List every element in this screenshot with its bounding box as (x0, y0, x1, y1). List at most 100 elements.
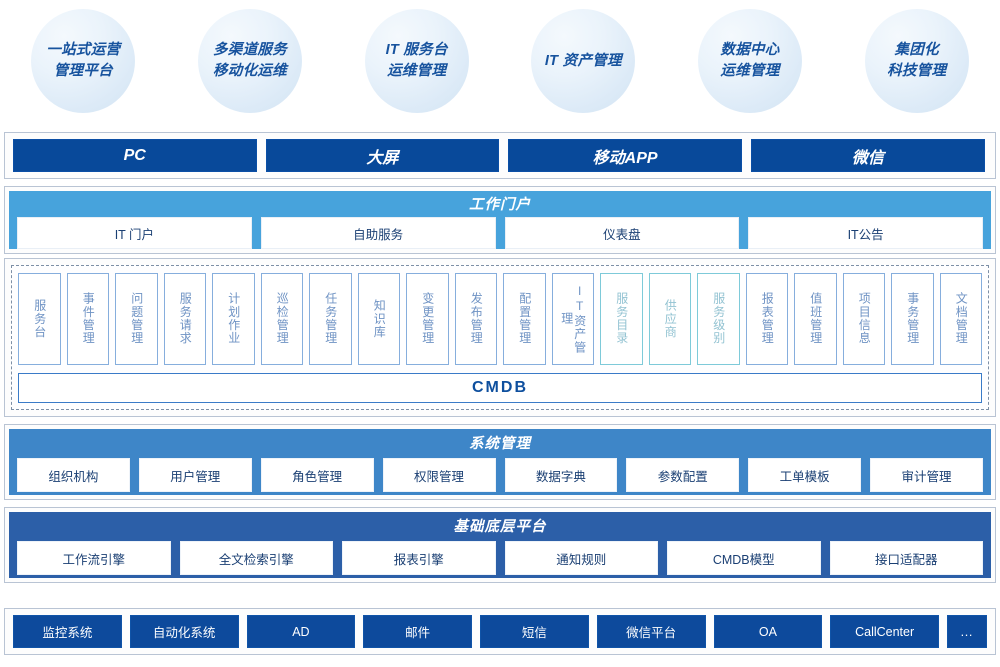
base-platform-item-4[interactable]: 通知规则 (504, 541, 658, 575)
capability-circle-label: 多渠道服务 (213, 42, 287, 59)
capability-circle-2[interactable]: 多渠道服务 移动化运维 (198, 9, 302, 113)
service-module-16[interactable]: 报表管理 (745, 273, 788, 365)
capability-circle-slot: 集团化 科技管理 (833, 9, 1000, 113)
service-module-9[interactable]: 变更管理 (406, 273, 449, 365)
system-management-item-8[interactable]: 审计管理 (870, 458, 983, 492)
capability-circle-slot: IT 资产管理 (500, 9, 667, 113)
system-management-item-6[interactable]: 参数配置 (626, 458, 740, 492)
system-management-item-4[interactable]: 权限管理 (382, 458, 496, 492)
capability-circle-slot: 数据中心 运维管理 (667, 9, 834, 113)
capability-circle-4[interactable]: IT 资产管理 (531, 9, 636, 113)
work-portal-item-4[interactable]: IT公告 (748, 217, 983, 249)
capability-circle-slot: IT 服务台 运维管理 (333, 9, 500, 113)
integration-item-7[interactable]: OA (713, 615, 823, 648)
service-module-2[interactable]: 事件管理 (66, 273, 109, 365)
service-modules-dashed-container: 服务台 事件管理 问题管理 服务请求 计划作业 巡检管理 任务管理 知识库 变更管理 发布管理 配置… (11, 265, 989, 410)
service-module-label: 变更管理 (420, 292, 435, 345)
integration-item-1[interactable]: 监控系统 (13, 615, 122, 648)
service-module-7[interactable]: 任务管理 (309, 273, 352, 365)
capability-circle-label: 管理平台 (53, 63, 113, 79)
base-platform-item-2[interactable]: 全文检索引擎 (179, 541, 333, 575)
work-portal-item-3[interactable]: 仪表盘 (504, 217, 740, 249)
integration-layer-panel: 监控系统 自动化系统 AD 邮件 短信 微信平台 OA CallCenter… (4, 608, 996, 655)
service-module-label: 服务级别 (711, 292, 726, 345)
capability-circle-label: 一站式运营 (46, 42, 121, 59)
integration-list: 监控系统 自动化系统 AD 邮件 短信 微信平台 OA CallCenter… (13, 615, 987, 648)
system-management-item-3[interactable]: 角色管理 (260, 458, 374, 492)
capability-circle-1[interactable]: 一站式运营 管理平台 (31, 9, 136, 113)
capability-circle-label: 数据中心 (720, 42, 780, 59)
integration-item-3[interactable]: AD (246, 615, 356, 648)
capability-circle-label: 集团化 (894, 42, 939, 59)
service-module-label: 服务台 (32, 298, 47, 339)
work-portal-panel: 工作门户 IT 门户 自助服务 仪表盘 IT公告 (4, 186, 996, 254)
service-module-label: 报表管理 (760, 292, 775, 345)
service-module-label: 问题管理 (129, 292, 144, 345)
cmdb-bar[interactable]: CMDB (18, 373, 982, 403)
channel-button-1[interactable]: PC (13, 139, 257, 172)
service-modules-row: 服务台 事件管理 问题管理 服务请求 计划作业 巡检管理 任务管理 知识库 变更管理 发布管理 配置… (18, 273, 982, 365)
service-module-label: 配置管理 (517, 292, 532, 345)
service-module-13[interactable]: 服务目录 (600, 273, 643, 365)
channel-button-2[interactable]: 大屏 (265, 139, 500, 172)
base-platform-item-5[interactable]: CMDB模型 (667, 541, 821, 575)
service-module-19[interactable]: 事务管理 (891, 273, 934, 365)
service-module-label: 发布管理 (469, 292, 484, 345)
service-module-label: 文档管理 (954, 292, 969, 345)
integration-more-button[interactable]: … (947, 615, 987, 648)
service-module-11[interactable]: 配置管理 (503, 273, 546, 365)
service-module-14[interactable]: 供应商 (648, 273, 691, 365)
capability-circle-5[interactable]: 数据中心 运维管理 (698, 9, 803, 113)
capability-circle-label: 科技管理 (887, 63, 947, 79)
channel-button-3[interactable]: 移动APP (508, 139, 742, 172)
capability-circle-label: 运维管理 (720, 63, 780, 79)
capability-circle-label: 运维管理 (387, 63, 447, 79)
service-module-label: 知识库 (372, 298, 387, 339)
system-management-item-1[interactable]: 组织机构 (17, 458, 130, 492)
work-portal-item-1[interactable]: IT 门户 (17, 217, 252, 249)
capability-circle-label: IT 服务台 (385, 42, 448, 59)
work-portal-items: IT 门户 自助服务 仪表盘 IT公告 (17, 217, 983, 249)
work-portal-band: 工作门户 IT 门户 自助服务 仪表盘 IT公告 (9, 191, 991, 249)
base-platform-item-3[interactable]: 报表引擎 (342, 541, 496, 575)
work-portal-item-2[interactable]: 自助服务 (260, 217, 496, 249)
channel-list: PC 大屏 移动APP 微信 (13, 139, 987, 172)
system-management-item-5[interactable]: 数据字典 (504, 458, 618, 492)
service-module-17[interactable]: 值班管理 (794, 273, 837, 365)
service-module-label: 供应商 (663, 298, 678, 339)
integration-item-5[interactable]: 短信 (480, 615, 589, 648)
service-module-1[interactable]: 服务台 (18, 273, 61, 365)
service-module-20[interactable]: 文档管理 (939, 273, 982, 365)
system-management-item-7[interactable]: 工单模板 (748, 458, 862, 492)
service-modules-panel: 服务台 事件管理 问题管理 服务请求 计划作业 巡检管理 任务管理 知识库 变更管理 发布管理 配置… (4, 258, 996, 417)
base-platform-item-1[interactable]: 工作流引擎 (17, 541, 171, 575)
service-module-10[interactable]: 发布管理 (454, 273, 497, 365)
service-module-12[interactable]: IT资产管理 (551, 273, 594, 365)
channel-button-4[interactable]: 微信 (751, 139, 985, 172)
service-module-18[interactable]: 项目信息 (842, 273, 885, 365)
integration-item-8[interactable]: CallCenter (830, 615, 939, 648)
service-module-4[interactable]: 服务请求 (163, 273, 206, 365)
capability-circle-6[interactable]: 集团化 科技管理 (864, 9, 969, 113)
capability-circle-3[interactable]: IT 服务台 运维管理 (364, 9, 469, 113)
service-module-label: 值班管理 (808, 292, 823, 345)
base-platform-panel: 基础底层平台 工作流引擎 全文检索引擎 报表引擎 通知规则 CMDB模型 接口适配器 (4, 507, 996, 583)
service-module-6[interactable]: 巡检管理 (260, 273, 303, 365)
capability-circle-slot: 多渠道服务 移动化运维 (167, 9, 334, 113)
system-management-title: 系统管理 (469, 436, 531, 452)
base-platform-item-6[interactable]: 接口适配器 (829, 541, 983, 575)
system-management-item-2[interactable]: 用户管理 (138, 458, 252, 492)
integration-item-4[interactable]: 邮件 (363, 615, 472, 648)
service-module-label: 事件管理 (81, 292, 96, 345)
service-module-15[interactable]: 服务级别 (697, 273, 740, 365)
system-management-band: 系统管理 组织机构 用户管理 角色管理 权限管理 数据字典 参数配置 工单模板 审计管理 (9, 429, 991, 495)
capability-circle-label: IT 资产管理 (544, 52, 622, 69)
service-module-8[interactable]: 知识库 (357, 273, 400, 365)
integration-item-2[interactable]: 自动化系统 (129, 615, 239, 648)
service-module-3[interactable]: 问题管理 (115, 273, 158, 365)
service-module-label: 服务请求 (178, 292, 193, 345)
integration-item-6[interactable]: 微信平台 (596, 615, 706, 648)
service-module-label: IT资产管理 (559, 283, 587, 354)
service-module-5[interactable]: 计划作业 (212, 273, 255, 365)
